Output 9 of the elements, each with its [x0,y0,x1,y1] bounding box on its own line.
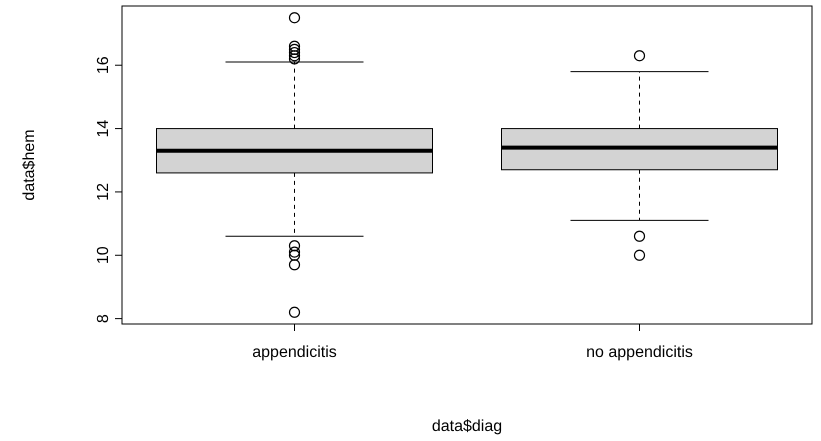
y-tick-label: 16 [95,56,112,74]
y-tick-label: 8 [95,314,112,324]
y-tick-label: 12 [95,182,112,201]
x-axis-title: data$diag [432,418,502,435]
y-axis-title: data$hem [21,129,38,201]
x-tick-label: appendicitis [252,344,337,361]
x-tick-label: no appendicitis [586,344,693,361]
y-tick-label: 14 [95,120,112,138]
y-tick-label: 10 [95,246,112,264]
